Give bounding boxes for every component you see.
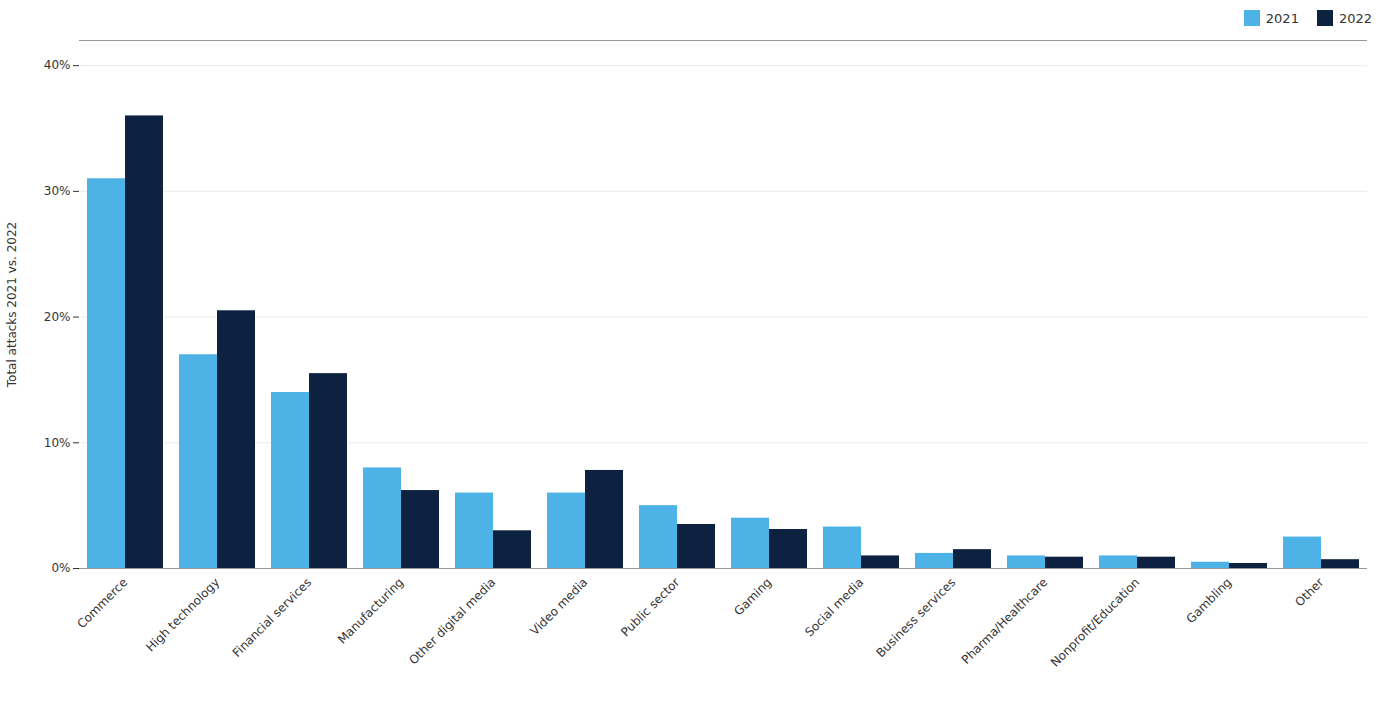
svg-text:Financial services: Financial services (230, 575, 315, 660)
svg-text:20%: 20% (44, 310, 71, 324)
svg-text:Social media: Social media (802, 575, 866, 639)
svg-text:30%: 30% (44, 184, 71, 198)
svg-text:Commerce: Commerce (74, 575, 130, 631)
svg-text:Other digital media: Other digital media (406, 575, 498, 667)
svg-text:Gambling: Gambling (1184, 575, 1235, 626)
html-text:2021: 2021 (1265, 10, 1299, 26)
svg-text:Manufacturing: Manufacturing (335, 575, 406, 646)
svg-text:0%: 0% (51, 561, 70, 575)
svg-text:Business services: Business services (874, 575, 959, 660)
html-text:2022: 2022 (1338, 10, 1372, 26)
svg-text:Video media: Video media (528, 575, 591, 638)
svg-text:Other: Other (1292, 575, 1326, 609)
svg-text:Public sector: Public sector (618, 575, 682, 639)
svg-text:Gaming: Gaming (731, 575, 774, 618)
svg-text:High technology: High technology (143, 575, 222, 654)
svg-text:Pharma/Healthcare: Pharma/Healthcare (959, 575, 1051, 667)
svg-text:10%: 10% (44, 436, 71, 450)
svg-text:Total attacks 2021 vs. 2022: Total attacks 2021 vs. 2022 (5, 222, 19, 388)
svg-text:40%: 40% (44, 58, 71, 72)
svg-text:Nonprofit/Education: Nonprofit/Education (1048, 575, 1142, 669)
